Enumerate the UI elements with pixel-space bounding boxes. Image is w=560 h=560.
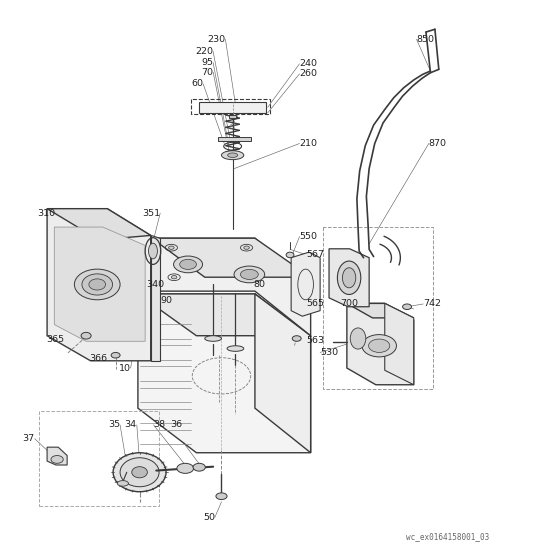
Text: 34: 34 xyxy=(125,421,137,430)
Polygon shape xyxy=(47,209,151,361)
Bar xyxy=(39,411,159,506)
Text: 700: 700 xyxy=(340,300,358,309)
Ellipse shape xyxy=(113,452,166,492)
Ellipse shape xyxy=(337,261,361,295)
Ellipse shape xyxy=(132,466,147,478)
Text: 365: 365 xyxy=(46,334,64,344)
Ellipse shape xyxy=(89,279,106,290)
Ellipse shape xyxy=(177,463,194,473)
Text: 220: 220 xyxy=(195,47,213,56)
Ellipse shape xyxy=(120,458,159,487)
Polygon shape xyxy=(47,447,67,465)
Polygon shape xyxy=(229,115,236,118)
Ellipse shape xyxy=(81,333,91,339)
Polygon shape xyxy=(291,252,320,316)
Text: wc_ex0164158001_03: wc_ex0164158001_03 xyxy=(405,532,489,541)
Ellipse shape xyxy=(51,455,63,463)
Ellipse shape xyxy=(117,480,128,486)
Text: 95: 95 xyxy=(201,58,213,67)
Text: 37: 37 xyxy=(23,435,35,444)
Ellipse shape xyxy=(216,493,227,500)
Polygon shape xyxy=(138,294,311,336)
Polygon shape xyxy=(152,238,311,277)
Ellipse shape xyxy=(174,256,203,273)
Text: 230: 230 xyxy=(207,35,225,44)
Ellipse shape xyxy=(227,346,244,351)
Ellipse shape xyxy=(286,252,294,258)
Text: 550: 550 xyxy=(300,232,318,241)
Text: 366: 366 xyxy=(90,353,108,362)
Text: 36: 36 xyxy=(170,421,183,430)
Ellipse shape xyxy=(342,268,356,288)
Text: 60: 60 xyxy=(191,80,203,88)
Ellipse shape xyxy=(234,266,265,283)
Text: 260: 260 xyxy=(300,69,318,78)
Ellipse shape xyxy=(240,269,258,279)
Ellipse shape xyxy=(193,463,206,471)
Ellipse shape xyxy=(227,153,237,157)
Text: 210: 210 xyxy=(300,139,318,148)
Text: 340: 340 xyxy=(147,280,165,289)
Text: 870: 870 xyxy=(429,139,447,148)
Polygon shape xyxy=(347,304,414,318)
Ellipse shape xyxy=(368,339,390,352)
Ellipse shape xyxy=(148,243,157,259)
Text: 567: 567 xyxy=(307,250,325,259)
Polygon shape xyxy=(329,249,369,307)
Polygon shape xyxy=(54,227,145,341)
Ellipse shape xyxy=(222,151,244,160)
Text: 35: 35 xyxy=(108,421,120,430)
Text: 351: 351 xyxy=(142,209,160,218)
Polygon shape xyxy=(255,294,311,452)
Ellipse shape xyxy=(82,274,113,295)
Ellipse shape xyxy=(169,246,174,249)
Text: 565: 565 xyxy=(307,299,325,308)
Polygon shape xyxy=(199,102,266,113)
Ellipse shape xyxy=(403,304,412,310)
Text: 50: 50 xyxy=(203,513,215,522)
Polygon shape xyxy=(152,238,311,336)
Polygon shape xyxy=(385,304,414,385)
Text: 310: 310 xyxy=(37,209,55,218)
Text: 742: 742 xyxy=(423,300,441,309)
Ellipse shape xyxy=(350,328,366,349)
Ellipse shape xyxy=(292,336,301,341)
Ellipse shape xyxy=(171,276,177,279)
Text: 90: 90 xyxy=(161,296,172,305)
Ellipse shape xyxy=(362,335,396,357)
Ellipse shape xyxy=(74,269,120,300)
Ellipse shape xyxy=(244,246,249,249)
Text: 10: 10 xyxy=(119,363,130,372)
Polygon shape xyxy=(218,137,251,141)
Polygon shape xyxy=(347,304,414,385)
Text: 530: 530 xyxy=(320,348,338,357)
Polygon shape xyxy=(47,209,151,240)
Ellipse shape xyxy=(246,276,252,279)
Text: 563: 563 xyxy=(307,335,325,345)
Ellipse shape xyxy=(180,259,197,269)
Polygon shape xyxy=(138,294,311,452)
Text: 80: 80 xyxy=(254,280,266,289)
Text: 850: 850 xyxy=(417,35,435,44)
Text: 70: 70 xyxy=(201,68,213,77)
Text: 240: 240 xyxy=(300,59,318,68)
Ellipse shape xyxy=(111,352,120,358)
Ellipse shape xyxy=(205,336,222,341)
Text: 38: 38 xyxy=(153,421,166,430)
Polygon shape xyxy=(151,235,160,361)
